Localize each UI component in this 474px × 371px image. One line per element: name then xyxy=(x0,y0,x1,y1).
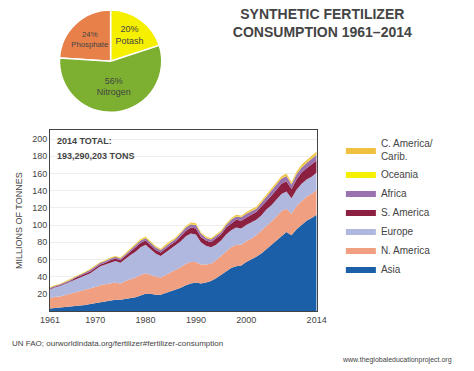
svg-text:www.theglobaleducationproject.: www.theglobaleducationproject.org xyxy=(342,356,452,364)
svg-text:56%Nitrogen: 56%Nitrogen xyxy=(97,76,131,98)
svg-text:2014: 2014 xyxy=(307,315,327,325)
svg-text:160: 160 xyxy=(32,169,47,179)
svg-text:1990: 1990 xyxy=(186,315,206,325)
svg-text:Oceania: Oceania xyxy=(381,169,419,180)
svg-text:1980: 1980 xyxy=(136,315,156,325)
svg-text:20: 20 xyxy=(37,289,47,299)
svg-text:140: 140 xyxy=(32,186,47,196)
svg-text:120: 120 xyxy=(32,203,47,213)
svg-text:100: 100 xyxy=(32,220,47,230)
svg-text:N. America: N. America xyxy=(381,245,430,256)
svg-text:20%Potash: 20%Potash xyxy=(116,24,144,46)
svg-text:180: 180 xyxy=(32,151,47,161)
svg-text:200: 200 xyxy=(32,134,47,144)
svg-text:24%Phosphate: 24%Phosphate xyxy=(71,30,108,49)
svg-text:40: 40 xyxy=(37,272,47,282)
svg-text:Africa: Africa xyxy=(381,188,407,199)
svg-text:1961: 1961 xyxy=(40,315,60,325)
svg-text:S. America: S. America xyxy=(381,207,430,218)
svg-text:Asia: Asia xyxy=(381,264,401,275)
svg-text:SYNTHETIC FERTILIZERCONSUMPTIO: SYNTHETIC FERTILIZERCONSUMPTION 1961–201… xyxy=(233,6,412,40)
svg-text:2000: 2000 xyxy=(236,315,256,325)
svg-text:80: 80 xyxy=(37,237,47,247)
svg-text:193,290,203 TONS: 193,290,203 TONS xyxy=(57,151,134,161)
svg-text:1970: 1970 xyxy=(85,315,105,325)
svg-text:Europe: Europe xyxy=(381,226,414,237)
svg-text:C. America/Carib.: C. America/Carib. xyxy=(381,138,433,162)
svg-text:60: 60 xyxy=(37,255,47,265)
svg-text:2014 TOTAL:: 2014 TOTAL: xyxy=(57,136,112,146)
svg-text:MILLIONS OF TONNES: MILLIONS OF TONNES xyxy=(14,172,24,269)
svg-text:UN FAO; ourworldindata.org/fer: UN FAO; ourworldindata.org/fertilizer#fe… xyxy=(12,339,223,348)
